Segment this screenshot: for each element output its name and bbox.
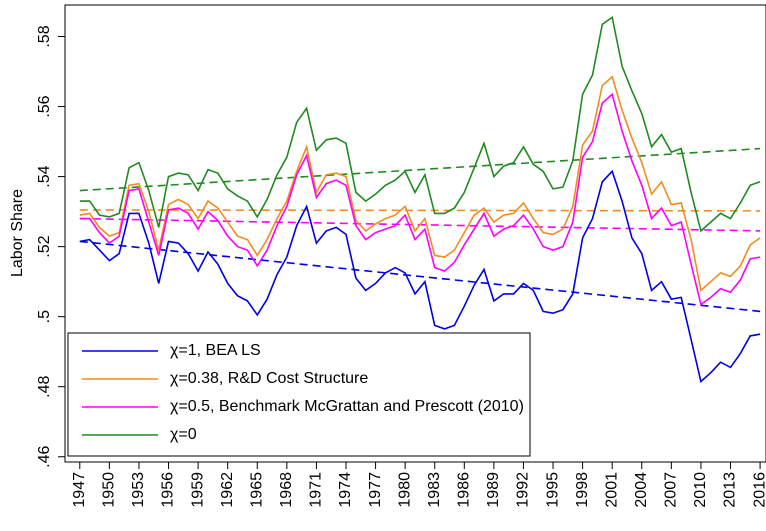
y-tick-label: .46 [36,446,53,468]
legend: χ=1, BEA LS χ=0.38, R&D Cost Structure χ=0… [67,332,531,457]
series-line [79,75,761,292]
legend-label: χ=0 [170,426,197,443]
x-tick-label: 2007 [663,472,680,508]
series-line [79,92,761,306]
x-tick-label: 2004 [633,472,650,508]
x-tick-label: 1998 [574,472,591,508]
y-tick-label: .52 [36,235,53,257]
y-tick-label: .54 [36,165,53,187]
series-line [79,15,761,233]
x-tick-label: 1953 [130,472,147,508]
x-tick-label: 1956 [160,472,177,508]
x-tick-label: 1974 [337,472,354,508]
x-tick-label: 1947 [71,472,88,508]
x-tick-label: 2016 [751,472,766,508]
x-tick-label: 2001 [603,472,620,508]
x-tick-label: 1968 [278,472,295,508]
y-tick-label: .56 [36,95,53,117]
series-line [79,169,761,383]
y-tick-label: .48 [36,375,53,397]
x-tick-label: 1980 [396,472,413,508]
legend-label: χ=0.38, R&D Cost Structure [170,370,368,387]
plot-frame [64,4,766,463]
y-tick-label: .58 [36,25,53,47]
y-tick-label: .5 [36,310,53,323]
legend-label: χ=0.5, Benchmark McGrattan and Prescott … [170,398,524,415]
x-tick-label: 1959 [189,472,206,508]
x-tick-label: 1995 [544,472,561,508]
x-tick-label: 1950 [101,472,118,508]
x-tick-label: 1971 [308,472,325,508]
x-tick-label: 1965 [248,472,265,508]
legend-label: χ=1, BEA LS [170,342,261,359]
x-tick-label: 1989 [485,472,502,508]
trend-line [79,209,761,212]
x-tick-label: 1983 [426,472,443,508]
trend-line [79,147,761,192]
x-tick-label: 2013 [722,472,739,508]
x-tick-label: 1986 [456,472,473,508]
x-tick-label: 1992 [515,472,532,508]
x-tick-label: 2010 [692,472,709,508]
y-axis-label: Labor Share [9,189,26,277]
x-tick-label: 1977 [367,472,384,508]
trend-line [79,240,761,313]
x-tick-label: 1962 [219,472,236,508]
